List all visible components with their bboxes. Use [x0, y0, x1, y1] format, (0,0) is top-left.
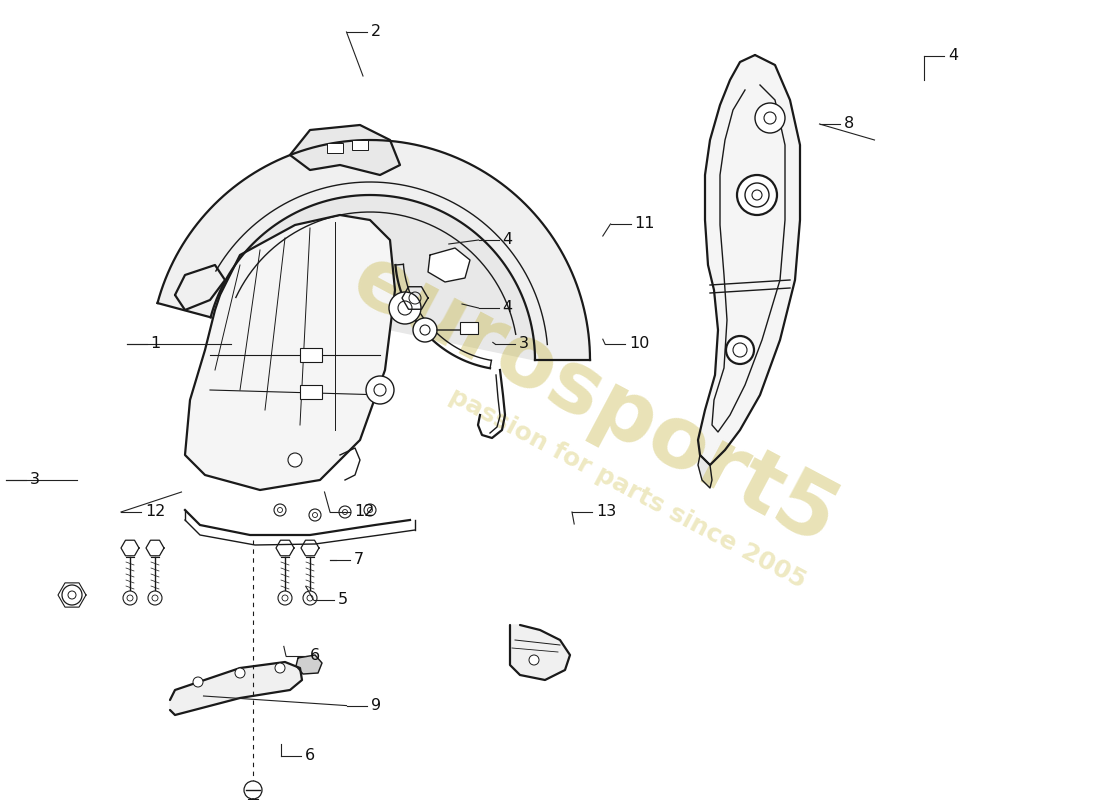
Text: 6: 6	[310, 649, 320, 663]
Circle shape	[123, 591, 138, 605]
Circle shape	[412, 318, 437, 342]
Circle shape	[275, 663, 285, 673]
Text: eurosport5: eurosport5	[338, 238, 850, 562]
Text: 7: 7	[354, 553, 364, 567]
Text: 4: 4	[503, 233, 513, 247]
Text: 11: 11	[635, 217, 654, 231]
Circle shape	[366, 376, 394, 404]
Circle shape	[364, 504, 376, 516]
FancyBboxPatch shape	[300, 385, 322, 399]
Text: passion for parts since 2005: passion for parts since 2005	[444, 383, 810, 593]
FancyBboxPatch shape	[300, 348, 322, 362]
Circle shape	[148, 591, 162, 605]
Circle shape	[244, 781, 262, 799]
Text: 4: 4	[948, 49, 958, 63]
Polygon shape	[157, 140, 590, 360]
Text: 8: 8	[844, 117, 854, 131]
Text: 1: 1	[151, 337, 161, 351]
Text: 10: 10	[629, 337, 649, 351]
Text: 9: 9	[371, 698, 381, 713]
Text: 5: 5	[338, 593, 348, 607]
Circle shape	[235, 668, 245, 678]
Circle shape	[339, 506, 351, 518]
Polygon shape	[698, 455, 712, 488]
Polygon shape	[698, 55, 800, 465]
Text: 3: 3	[519, 337, 529, 351]
Text: 12: 12	[354, 505, 374, 519]
Polygon shape	[175, 265, 226, 310]
Circle shape	[288, 453, 302, 467]
Polygon shape	[510, 625, 570, 680]
FancyBboxPatch shape	[460, 322, 478, 334]
Polygon shape	[210, 195, 535, 360]
Polygon shape	[428, 248, 470, 282]
Polygon shape	[290, 125, 400, 175]
Circle shape	[529, 655, 539, 665]
Circle shape	[278, 591, 292, 605]
FancyBboxPatch shape	[352, 140, 368, 150]
Text: 3: 3	[30, 473, 40, 487]
Circle shape	[389, 292, 421, 324]
Circle shape	[309, 509, 321, 521]
Circle shape	[62, 585, 82, 605]
FancyBboxPatch shape	[327, 143, 343, 153]
Circle shape	[302, 591, 317, 605]
Polygon shape	[296, 655, 322, 674]
Circle shape	[192, 677, 204, 687]
Text: 4: 4	[503, 301, 513, 315]
Polygon shape	[170, 662, 302, 715]
Circle shape	[755, 103, 785, 133]
Text: 12: 12	[145, 505, 165, 519]
Circle shape	[274, 504, 286, 516]
Text: 13: 13	[596, 505, 616, 519]
Circle shape	[726, 336, 754, 364]
Polygon shape	[185, 215, 395, 490]
Circle shape	[737, 175, 777, 215]
Text: 2: 2	[371, 25, 381, 39]
Text: 6: 6	[305, 749, 315, 763]
